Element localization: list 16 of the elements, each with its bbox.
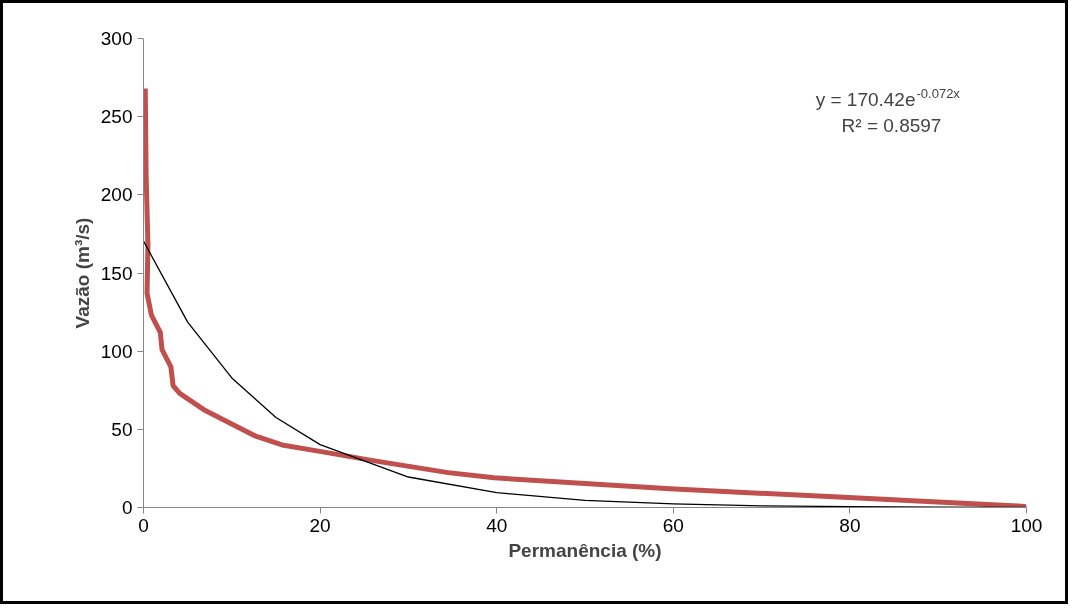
- y-tick-label: 50: [111, 418, 133, 440]
- x-tick-label: 60: [662, 514, 684, 536]
- y-tick-label: 200: [100, 184, 133, 206]
- x-axis-title: Permanência (%): [508, 539, 662, 561]
- x-tick-label: 20: [309, 514, 331, 536]
- y-tick-label: 250: [100, 106, 133, 128]
- x-tick-label: 100: [1010, 514, 1043, 536]
- y-tick-label: 0: [121, 497, 133, 518]
- x-tick-label: 40: [486, 514, 508, 536]
- x-tick-label: 0: [138, 514, 149, 536]
- x-tick-label: 80: [839, 514, 861, 536]
- y-tick-label: 100: [100, 340, 133, 362]
- y-axis-title: Vazão (m³/s): [71, 217, 93, 329]
- annotation: R² = 0.8597: [841, 114, 942, 136]
- y-tick-label: 150: [100, 262, 133, 284]
- y-tick-label: 300: [100, 28, 133, 49]
